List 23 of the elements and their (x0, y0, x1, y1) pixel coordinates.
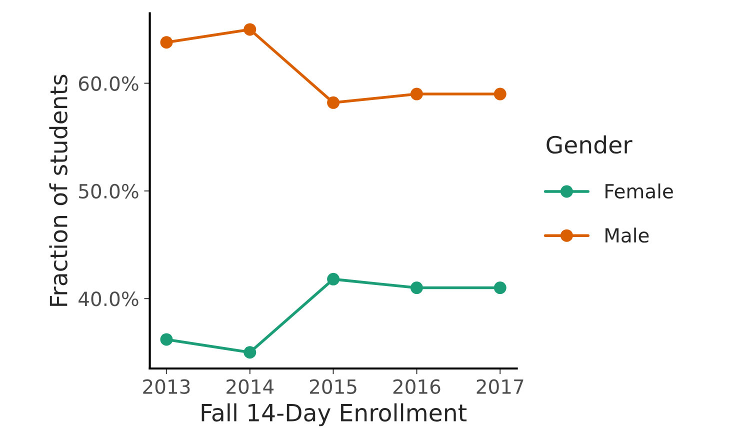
x-tick-label: 2017 (476, 379, 524, 394)
x-tick-label: 2015 (310, 379, 356, 394)
x-tick-label: 2013 (143, 379, 190, 394)
point (494, 88, 506, 100)
point (410, 282, 423, 294)
point (410, 88, 423, 100)
x-axis-title: Fall 14-Day Enrollment (202, 403, 467, 426)
point (160, 333, 173, 346)
point (160, 36, 173, 49)
y-tick-label: 60.0% (78, 76, 138, 91)
point (494, 282, 506, 294)
point (244, 346, 256, 359)
x-tick-label: 2016 (393, 379, 440, 394)
y-tick-label: 40.0% (78, 292, 138, 306)
point (244, 23, 256, 36)
legend-title: Gender (546, 135, 632, 154)
x-tick-label: 2014 (226, 379, 274, 394)
legend-label: Male (606, 228, 649, 243)
y-tick-label: 50.0% (79, 184, 138, 199)
point (327, 96, 340, 109)
point (327, 272, 340, 286)
legend-label: Female (606, 184, 673, 199)
y-axis-title: Fraction of students (49, 74, 68, 306)
